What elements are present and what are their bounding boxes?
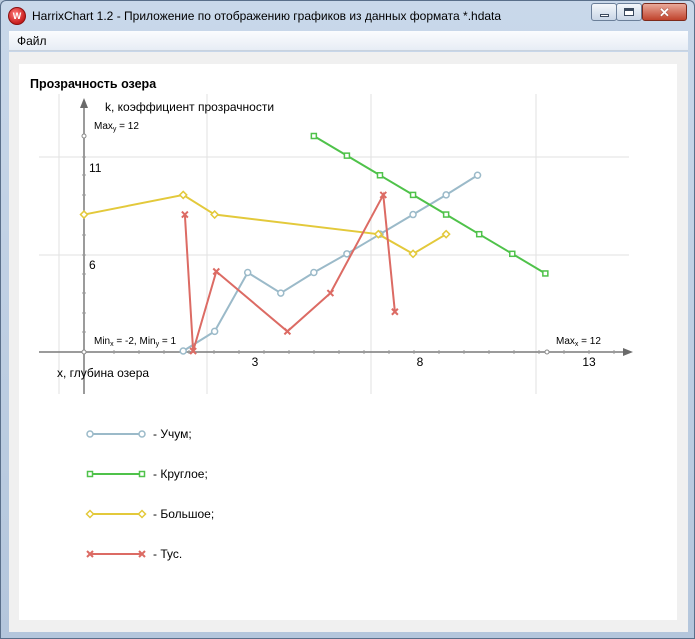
menu-item-file[interactable]: Файл <box>17 34 47 48</box>
series-3-point-3 <box>373 229 383 239</box>
y-tick-label-11: 11 <box>89 161 102 175</box>
legend-label-1: - Учум; <box>153 427 192 441</box>
series-3-point-0 <box>79 209 89 220</box>
legend-label-4: - Тус. <box>153 547 182 561</box>
series-1-point-2 <box>243 268 252 277</box>
legend-marker-end-2 <box>138 470 146 478</box>
series-4-point-6 <box>391 308 399 316</box>
series-2-point-1 <box>343 152 351 159</box>
series-4-point-3 <box>283 327 292 336</box>
maximize-button[interactable] <box>616 3 642 21</box>
series-1-point-4 <box>310 268 318 277</box>
series-4-point-4 <box>326 289 335 297</box>
series-2-point-6 <box>509 250 516 258</box>
legend-marker-end-4 <box>138 550 146 558</box>
series-2 <box>310 132 549 277</box>
app-logo-icon: W <box>8 7 26 25</box>
origin-marker <box>81 349 87 355</box>
series-1 <box>179 171 482 355</box>
series-3-point-1 <box>178 190 188 200</box>
max-y-annotation: Maxy = 12 <box>94 121 139 133</box>
series-3-line <box>83 193 447 255</box>
y-axis-label: k, коэффициент прозрачности <box>105 100 274 114</box>
legend: - Учум; - Круглое; - Большое; - Тус. <box>85 427 214 561</box>
legend-label-2: - Круглое; <box>153 467 208 481</box>
series-1-line <box>182 174 479 352</box>
close-icon: ✕ <box>659 4 670 20</box>
window-title: HarrixChart 1.2 - Приложение по отображе… <box>32 9 502 23</box>
legend-label-3: - Большое; <box>153 507 214 521</box>
series-2-point-3 <box>409 191 417 199</box>
maximize-icon <box>624 8 634 16</box>
client-area: Прозрачность озера x, глубина озера k, ко… <box>9 52 688 632</box>
series-2-point-0 <box>310 132 318 140</box>
y-axis-arrow <box>80 98 88 108</box>
legend-item-4: - Тус. <box>86 547 182 561</box>
legend-marker-start-2 <box>86 470 94 478</box>
series-3 <box>79 190 451 259</box>
legend-item-1: - Учум; <box>86 427 192 441</box>
series-2-point-4 <box>442 211 450 218</box>
series-1-point-5 <box>343 250 351 258</box>
series-4 <box>181 191 399 355</box>
series-4-point-2 <box>212 267 220 276</box>
series-4-point-0 <box>181 210 189 219</box>
x-tick-label-3: 3 <box>252 355 259 369</box>
series-1-point-1 <box>210 327 219 336</box>
minimize-icon <box>599 13 609 17</box>
minimize-button[interactable] <box>591 3 617 21</box>
series-1-point-9 <box>473 171 482 180</box>
legend-marker-end-1 <box>138 430 146 438</box>
x-axis-label: x, глубина озера <box>57 366 149 380</box>
series-2-point-7 <box>542 270 549 277</box>
legend-item-3: - Большое; <box>85 507 214 521</box>
x-max-marker <box>544 349 550 355</box>
series-1-point-7 <box>409 210 417 219</box>
series-1-point-3 <box>277 289 285 297</box>
min-annotation: Minx = -2, Miny = 1 <box>94 336 177 348</box>
series-2-point-2 <box>376 172 384 179</box>
series-1-point-8 <box>442 191 450 199</box>
chart-canvas: Прозрачность озера x, глубина озера k, ко… <box>19 64 677 620</box>
chart-plot: x, глубина озера k, коэффициент прозрачно… <box>39 94 633 561</box>
series-3-point-5 <box>441 229 451 239</box>
x-axis-arrow <box>623 348 633 356</box>
y-tick-label-6: 6 <box>89 258 96 272</box>
grid-lines <box>39 94 629 394</box>
legend-item-2: - Круглое; <box>86 467 208 481</box>
legend-marker-start-1 <box>86 430 94 438</box>
legend-marker-start-3 <box>85 509 95 519</box>
x-tick-label-8: 8 <box>417 355 424 369</box>
series-4-point-1 <box>189 347 197 355</box>
menu-bar: Файл <box>9 31 688 51</box>
series-3-point-2 <box>210 209 220 220</box>
x-tick-label-13: 13 <box>582 355 596 369</box>
series-2-line <box>313 135 546 275</box>
close-button[interactable]: ✕ <box>642 3 687 21</box>
legend-marker-end-3 <box>137 509 147 519</box>
legend-marker-start-4 <box>86 550 94 558</box>
title-bar[interactable]: W HarrixChart 1.2 - Приложение по отобра… <box>1 1 694 31</box>
y-max-marker <box>81 133 87 139</box>
series-4-point-5 <box>379 191 388 199</box>
series-1-point-0 <box>179 347 187 355</box>
series-3-point-4 <box>408 249 418 259</box>
chart-title: Прозрачность озера <box>30 77 157 91</box>
max-x-annotation: Maxx = 12 <box>556 336 601 348</box>
series-2-point-5 <box>475 230 483 238</box>
